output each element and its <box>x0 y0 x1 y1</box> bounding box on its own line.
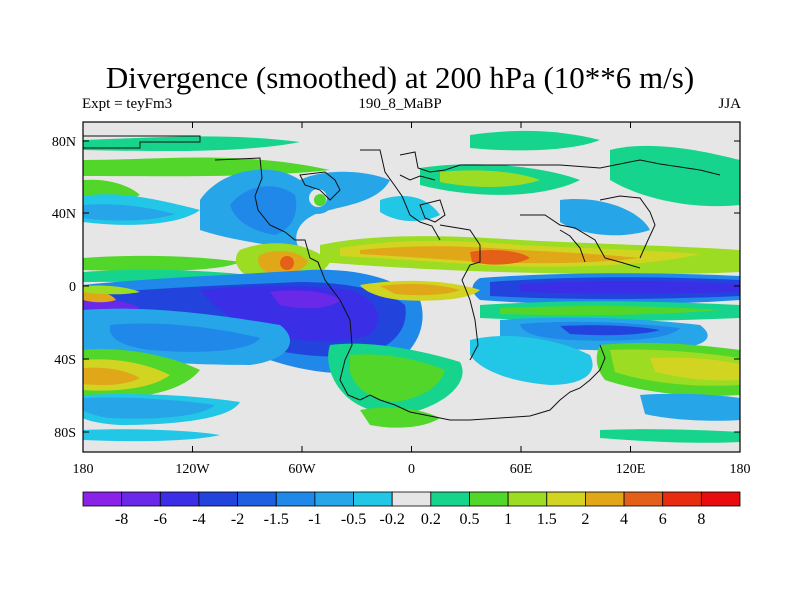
colorbar-swatch <box>159 491 200 507</box>
longitude-axis: 180 120W 60W 0 60E 120E 180 <box>73 122 751 477</box>
colorbar-swatch <box>314 491 354 507</box>
colorbar-swatch <box>623 491 664 507</box>
y-tick-label: 80N <box>52 135 76 150</box>
african-positive-band <box>360 280 740 321</box>
x-tick-label: 120W <box>175 462 210 477</box>
colorbar-swatch <box>507 491 548 507</box>
run-label: 190_8_MaBP <box>358 96 442 112</box>
colorbar-swatch <box>121 491 161 507</box>
colorbar-label: -0.2 <box>380 511 405 528</box>
colorbar-swatch <box>198 491 238 507</box>
southern-negative-band <box>83 308 708 365</box>
subtropical-positive-band <box>83 236 740 283</box>
colorbar-label: 0.2 <box>421 511 441 528</box>
colorbar-label: -1 <box>308 511 321 528</box>
colorbar-label: -2 <box>231 511 244 528</box>
x-tick-label: 0 <box>408 462 415 477</box>
colorbar-label: 1.5 <box>537 511 557 528</box>
colorbar-label: 6 <box>659 511 667 528</box>
season-label: JJA <box>718 96 741 112</box>
coastlines <box>83 135 721 421</box>
northern-negative-band <box>83 169 650 250</box>
y-tick-label: 40S <box>54 353 76 368</box>
experiment-label: Expt = teyFm3 <box>82 96 173 112</box>
colorbar-label: -8 <box>115 511 128 528</box>
colorbar-label: -1.5 <box>264 511 289 528</box>
colorbar-swatch <box>275 491 316 507</box>
colorbar-label: 4 <box>620 511 628 528</box>
x-tick-label: 180 <box>730 462 751 477</box>
colorbar-label: -0.5 <box>341 511 366 528</box>
x-tick-label: 120E <box>616 462 646 477</box>
colorbar-label: 0.5 <box>459 511 479 528</box>
latitude-axis: 80N 40N 0 40S 80S <box>52 135 740 441</box>
x-tick-label: 60E <box>510 462 533 477</box>
colorbar-swatch <box>430 491 470 507</box>
colorbar-swatch <box>700 491 741 507</box>
southern-positive-band <box>83 335 740 415</box>
divergence-field <box>83 122 740 452</box>
y-tick-label: 80S <box>54 426 76 441</box>
colorbar: -8 -6 -4 -2 -1.5 -1 -0.5 -0.2 0.2 0.5 1 1.5 2 4 6 8 <box>82 491 741 528</box>
indopacific-negative-band <box>472 273 740 305</box>
colorbar-label: -6 <box>154 511 167 528</box>
colorbar-swatch <box>546 491 586 507</box>
colorbar-label: -4 <box>192 511 205 528</box>
colorbar-label: 8 <box>697 511 705 528</box>
colorbar-swatch <box>469 491 509 507</box>
colorbar-label: 1 <box>504 511 512 528</box>
map-title: Divergence (smoothed) at 200 hPa (10**6 … <box>105 60 695 95</box>
high-latitude-bands <box>83 393 740 443</box>
colorbar-swatch <box>662 491 702 507</box>
colorbar-swatch <box>391 491 432 507</box>
colorbar-swatch <box>82 491 123 507</box>
colorbar-swatch <box>585 491 625 507</box>
colorbar-swatch <box>353 491 393 507</box>
x-tick-label: 60W <box>288 462 316 477</box>
y-tick-label: 40N <box>52 207 76 222</box>
x-tick-label: 180 <box>73 462 94 477</box>
y-tick-label: 0 <box>69 280 76 295</box>
colorbar-label: 2 <box>581 511 589 528</box>
colorbar-swatch <box>237 491 277 507</box>
